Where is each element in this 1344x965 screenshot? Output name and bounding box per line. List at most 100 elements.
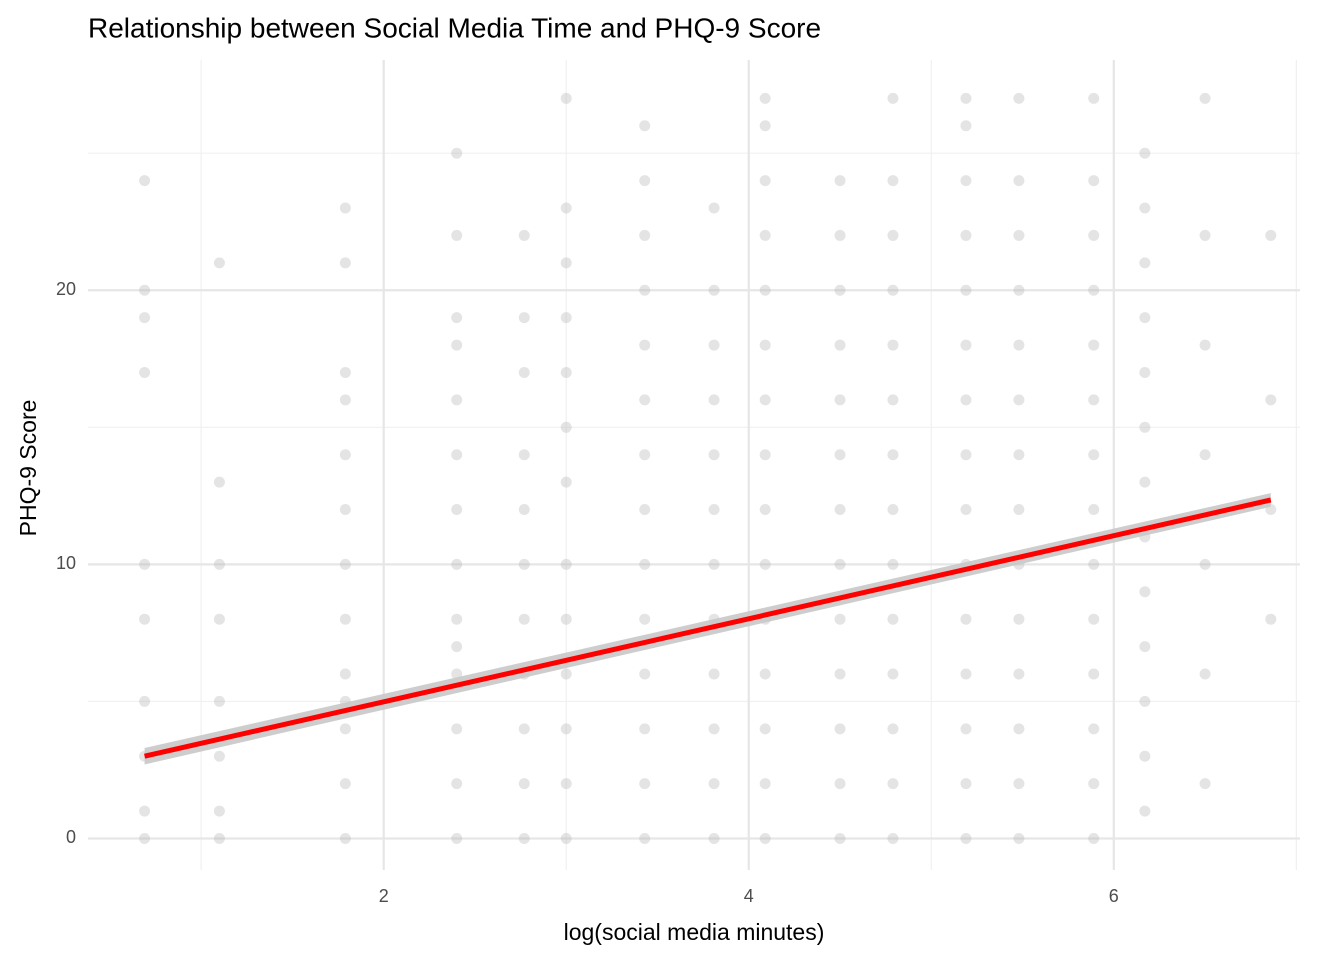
point [708,504,720,516]
point [1088,723,1100,735]
point [1139,641,1151,653]
point [1199,558,1211,570]
point [560,312,572,324]
point [451,558,463,570]
point [560,778,572,790]
point [1088,504,1100,516]
point [887,394,899,406]
point [451,229,463,241]
point [639,175,651,187]
point [213,805,225,817]
point [708,202,720,214]
point [560,558,572,570]
x-tick-label: 6 [1109,886,1119,906]
point [1088,558,1100,570]
point [451,641,463,653]
point [960,778,972,790]
point [759,778,771,790]
point [1265,229,1277,241]
point [1088,92,1100,104]
point [639,449,651,461]
point [139,175,151,187]
point [213,476,225,488]
point [139,366,151,378]
point [1013,668,1025,680]
point [560,202,572,214]
point [1139,312,1151,324]
point [560,613,572,625]
point [518,613,530,625]
point [1013,284,1025,296]
point [960,723,972,735]
point [451,312,463,324]
point [1199,668,1211,680]
point [834,832,846,844]
x-tick-label: 4 [744,886,754,906]
point [1139,695,1151,707]
point [834,558,846,570]
point [139,558,151,570]
point [560,257,572,269]
point [339,504,351,516]
point [139,284,151,296]
point [639,339,651,351]
point [887,723,899,735]
point [1088,229,1100,241]
y-tick-label: 20 [56,279,76,299]
point [451,394,463,406]
point [708,778,720,790]
point [759,394,771,406]
point [887,284,899,296]
point [960,339,972,351]
point [708,832,720,844]
point [339,832,351,844]
point [560,668,572,680]
point [1139,147,1151,159]
point [639,613,651,625]
point [708,558,720,570]
point [139,613,151,625]
point [451,504,463,516]
point [339,778,351,790]
point [639,284,651,296]
point [139,695,151,707]
point [759,339,771,351]
point [887,778,899,790]
point [887,175,899,187]
point [834,778,846,790]
point [213,613,225,625]
point [1139,586,1151,598]
point [213,257,225,269]
point [834,229,846,241]
point [339,257,351,269]
point [834,504,846,516]
point [1139,476,1151,488]
point [339,202,351,214]
point [834,394,846,406]
point [1199,778,1211,790]
point [1199,229,1211,241]
point [560,832,572,844]
point [518,832,530,844]
point [339,613,351,625]
point [139,832,151,844]
point [639,120,651,132]
point [1139,257,1151,269]
point [1088,778,1100,790]
point [639,558,651,570]
point [1199,449,1211,461]
y-tick-label: 0 [66,827,76,847]
point [960,284,972,296]
point [639,504,651,516]
point [639,394,651,406]
point [560,421,572,433]
fit-line [144,497,1272,759]
point [1013,449,1025,461]
point [560,476,572,488]
point [1265,394,1277,406]
point [887,504,899,516]
point [451,723,463,735]
point [1013,504,1025,516]
point [1139,366,1151,378]
